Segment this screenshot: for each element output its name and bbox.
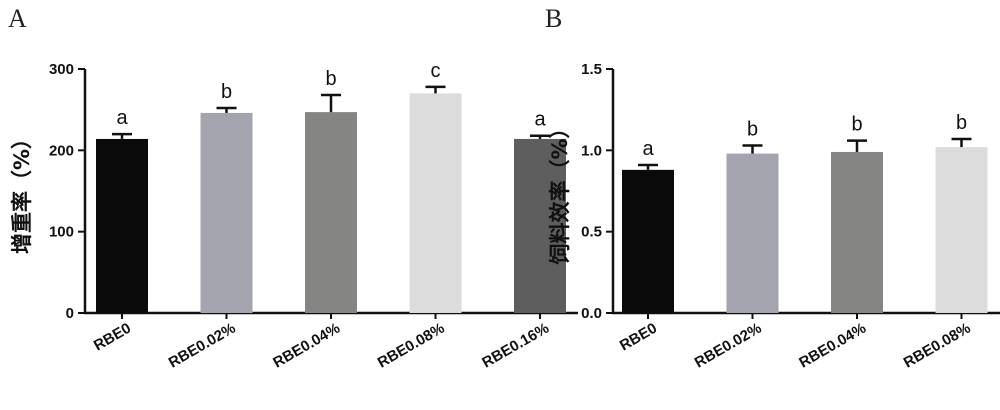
x-tick-label: RBE0.02%: [692, 320, 765, 372]
bar: [409, 93, 462, 314]
significance-label: b: [747, 118, 758, 140]
x-tick-label: RBE0.04%: [270, 320, 343, 372]
y-axis-label: 饲料效率（%）: [548, 117, 572, 265]
chart-panel-1: 0.0 0.5 1.0 1.5 饲料效率（%） a RBE0 b RBE0.02% b RBE0.0…: [548, 61, 1000, 372]
bar: [514, 138, 566, 313]
y-tick-label: 0: [66, 305, 74, 322]
y-tick-label: 1.5: [581, 61, 602, 78]
x-tick-label: RBE0: [617, 320, 660, 355]
x-tick-label: RBE0: [91, 320, 134, 355]
y-tick-label: 200: [49, 142, 74, 159]
x-tick-label: RBE0.16%: [479, 320, 552, 372]
significance-label: b: [325, 68, 336, 90]
bar: [831, 151, 883, 313]
bar: [935, 147, 988, 313]
significance-label: a: [116, 107, 128, 129]
x-tick-label: RBE0.02%: [166, 320, 239, 372]
significance-label: a: [642, 138, 654, 160]
panel-label-b: B: [545, 4, 563, 33]
y-axis-label: 增重率（%）: [10, 128, 34, 254]
bar: [622, 169, 674, 313]
significance-label: b: [956, 112, 967, 134]
x-tick-label: RBE0.04%: [796, 320, 869, 372]
y-tick-label: 300: [49, 61, 74, 78]
x-tick-label: RBE0.08%: [901, 320, 974, 372]
significance-label: b: [851, 114, 862, 136]
x-tick-label: RBE0.08%: [375, 320, 448, 372]
y-tick-label: 100: [49, 224, 74, 241]
y-tick-label: 0.0: [581, 305, 602, 322]
significance-label: a: [534, 109, 546, 131]
y-tick-label: 0.5: [581, 224, 602, 241]
chart-panel-0: 0 100 200 300 增重率（%） a RBE0 b RBE0.02% b RBE0.04% c…: [10, 60, 578, 372]
bar: [305, 112, 357, 314]
bar: [726, 153, 779, 313]
significance-label: b: [221, 81, 232, 103]
significance-label: c: [431, 60, 441, 82]
bar: [96, 138, 148, 313]
panel-label-a: A: [8, 4, 27, 33]
y-tick-label: 1.0: [581, 142, 602, 159]
bar: [200, 112, 253, 313]
